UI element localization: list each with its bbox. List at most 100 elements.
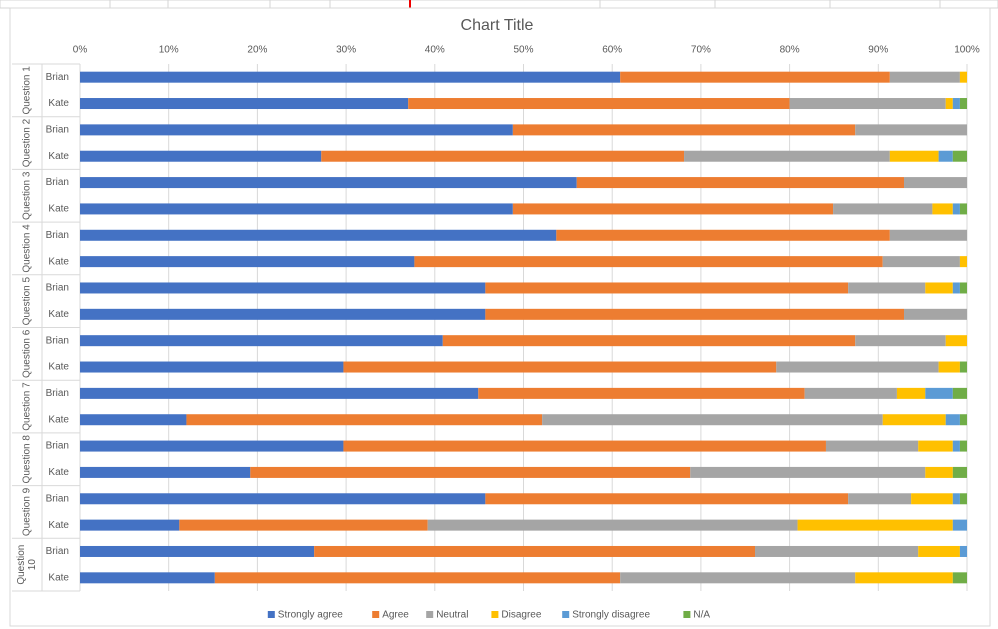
bar-segment [80, 203, 513, 215]
bar-segment [684, 150, 890, 162]
bar-segment [512, 203, 834, 215]
bar-segment [833, 203, 933, 215]
bar-segment [80, 335, 443, 347]
bar-segment [959, 71, 967, 83]
bar-segment [945, 335, 967, 347]
bar-segment [848, 282, 926, 294]
bar-segment [80, 177, 577, 189]
group-label: Question 1 [22, 66, 33, 115]
bar-segment [925, 387, 953, 399]
x-tick-label: 0% [73, 45, 88, 56]
y-tick-label: Kate [48, 414, 69, 425]
bar-segment [932, 203, 953, 215]
bar-segment [952, 519, 967, 531]
y-tick-label: Brian [46, 546, 69, 557]
bar-segment [576, 177, 905, 189]
bar-segment [952, 466, 967, 478]
bar-segment [855, 335, 946, 347]
bar-segment [620, 572, 856, 584]
bar-segment [690, 466, 926, 478]
legend-label: Neutral [436, 610, 468, 621]
bar-segment [959, 361, 967, 373]
group-label: Question 6 [22, 329, 33, 378]
bar-segment [904, 177, 967, 189]
y-tick-label: Kate [48, 309, 69, 320]
bar-segment [80, 545, 315, 557]
sheet-strip [0, 0, 998, 9]
y-tick-label: Brian [46, 441, 69, 452]
group-label: Question 5 [22, 277, 33, 326]
x-tick-label: 50% [513, 45, 533, 56]
bar-segment [186, 414, 543, 426]
bar-segment [80, 519, 180, 531]
bar-segment [485, 308, 905, 320]
bar-segment [620, 71, 890, 83]
bar-segment [789, 98, 946, 110]
y-tick-label: Kate [48, 204, 69, 215]
bar-segment [512, 124, 856, 136]
bar-segment [179, 519, 428, 531]
bar-segment [80, 440, 344, 452]
bar-segment [959, 256, 967, 268]
bar-segment [959, 203, 967, 215]
bar-segment [952, 150, 967, 162]
bar-segment [80, 466, 251, 478]
y-tick-label: Kate [48, 467, 69, 478]
legend-label: Disagree [501, 610, 541, 621]
bar-segment [485, 282, 849, 294]
y-tick-label: Kate [48, 362, 69, 373]
legend-swatch [562, 611, 570, 618]
y-tick-label: Kate [48, 520, 69, 531]
bar-segment [945, 414, 960, 426]
bar-segment [952, 203, 960, 215]
bar-segment [80, 308, 486, 320]
bar-segment [414, 256, 883, 268]
bar-segment [427, 519, 798, 531]
bar-segment [485, 493, 849, 505]
bar-segment [952, 98, 960, 110]
group-label: Question 7 [22, 382, 33, 431]
group-label-line: Question [16, 545, 27, 585]
bar-segment [889, 229, 967, 241]
bar-segment [925, 466, 953, 478]
group-label: Question10 [16, 545, 38, 585]
bar-segment [959, 414, 967, 426]
bar-segment [80, 124, 513, 136]
bar-segment [776, 361, 939, 373]
bar-segment [542, 414, 883, 426]
bar-segment [80, 387, 479, 399]
bar-segment [896, 387, 926, 399]
bar-segment [80, 414, 187, 426]
bar-segment [825, 440, 919, 452]
y-tick-label: Kate [48, 151, 69, 162]
bar-segment [889, 71, 960, 83]
bar-segment [408, 98, 790, 110]
group-label: Question 2 [22, 118, 33, 167]
legend-swatch [426, 611, 434, 618]
bar-segment [882, 414, 946, 426]
y-tick-label: Brian [46, 72, 69, 83]
bar-segment [80, 572, 215, 584]
x-tick-label: 40% [425, 45, 445, 56]
bar-segment [945, 98, 953, 110]
y-tick-label: Brian [46, 283, 69, 294]
x-tick-label: 70% [691, 45, 711, 56]
y-tick-label: Kate [48, 572, 69, 583]
x-tick-label: 90% [868, 45, 888, 56]
legend-label: N/A [693, 610, 710, 621]
y-tick-label: Kate [48, 256, 69, 267]
bar-segment [804, 387, 897, 399]
bar-segment [959, 282, 967, 294]
bar-segment [855, 572, 953, 584]
bar-segment [80, 282, 486, 294]
bar-segment [918, 440, 953, 452]
bar-segment [959, 98, 967, 110]
legend-label: Strongly agree [278, 610, 343, 621]
bar-segment [952, 387, 967, 399]
bar-segment [889, 150, 939, 162]
bar-segment [918, 545, 960, 557]
y-tick-label: Brian [46, 177, 69, 188]
x-tick-label: 10% [159, 45, 179, 56]
y-tick-label: Kate [48, 98, 69, 109]
